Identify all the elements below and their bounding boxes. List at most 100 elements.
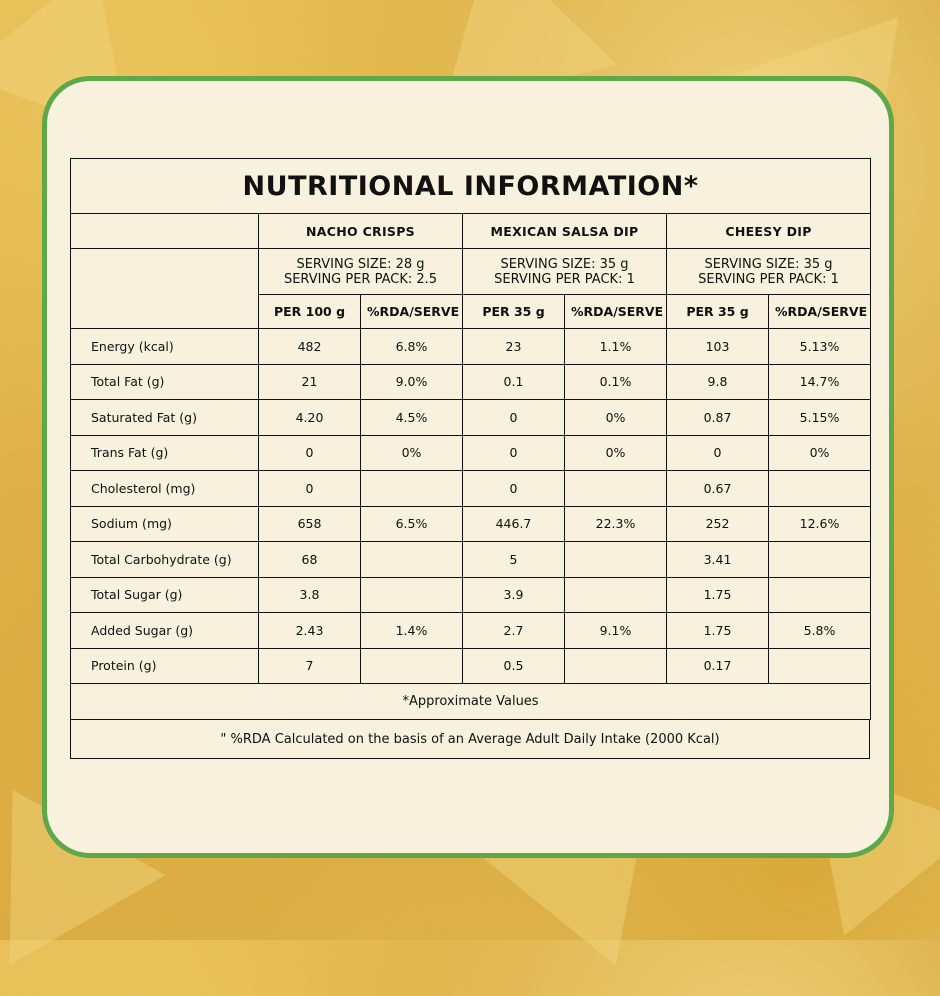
serving-info-salsa: SERVING SIZE: 35 g SERVING PER PACK: 1 xyxy=(462,248,667,295)
amount-cell: 658 xyxy=(258,505,361,542)
nutrient-name: Total Sugar (g) xyxy=(70,576,259,613)
amount-cell: 482 xyxy=(258,328,361,365)
amount-cell: 446.7 xyxy=(462,505,565,542)
serving-per-pack: SERVING PER PACK: 1 xyxy=(698,271,839,287)
col-header: %RDA/SERVE xyxy=(767,294,872,329)
rda-cell xyxy=(360,647,463,684)
rda-cell xyxy=(564,541,667,578)
table-row: Saturated Fat (g) 4.20 4.5% 0 0% 0.87 5.15% xyxy=(70,399,872,436)
amount-cell: 0 xyxy=(258,470,361,507)
rda-cell: 0.1% xyxy=(564,363,667,400)
rda-cell xyxy=(767,470,872,507)
amount-cell: 1.75 xyxy=(666,612,769,649)
rda-cell: 22.3% xyxy=(564,505,667,542)
table-row: Added Sugar (g) 2.43 1.4% 2.7 9.1% 1.75 5.8% xyxy=(70,612,872,649)
rda-cell: 5.8% xyxy=(767,612,872,649)
nutrient-name: Total Carbohydrate (g) xyxy=(70,541,259,578)
rda-cell xyxy=(360,576,463,613)
empty-cell xyxy=(70,248,259,329)
table-row: Total Carbohydrate (g) 68 5 3.41 xyxy=(70,541,872,578)
rda-cell: 9.1% xyxy=(564,612,667,649)
amount-cell: 4.20 xyxy=(258,399,361,436)
serving-per-pack: SERVING PER PACK: 2.5 xyxy=(283,271,438,287)
amount-cell: 0.87 xyxy=(666,399,769,436)
amount-cell: 0 xyxy=(258,434,361,471)
serving-per-pack: SERVING PER PACK: 1 xyxy=(494,271,635,287)
amount-cell: 7 xyxy=(258,647,361,684)
amount-cell: 0 xyxy=(462,399,565,436)
serving-row: SERVING SIZE: 28 g SERVING PER PACK: 2.5… xyxy=(70,248,872,329)
amount-cell: 0 xyxy=(462,470,565,507)
table-row: Total Sugar (g) 3.8 3.9 1.75 xyxy=(70,576,872,613)
amount-cell: 0 xyxy=(666,434,769,471)
rda-cell xyxy=(360,541,463,578)
rda-cell: 5.15% xyxy=(767,399,872,436)
col-header: PER 35 g xyxy=(666,294,769,329)
note-rda-row: " %RDA Calculated on the basis of an Ave… xyxy=(70,719,870,759)
note-approx-row: *Approximate Values xyxy=(69,683,872,720)
amount-cell: 0.1 xyxy=(462,363,565,400)
nutrient-name: Cholesterol (mg) xyxy=(70,470,259,507)
amount-cell: 3.8 xyxy=(258,576,361,613)
amount-cell: 3.9 xyxy=(462,576,565,613)
amount-cell: 2.7 xyxy=(462,612,565,649)
product-name-cheesy: CHEESY DIP xyxy=(665,213,872,249)
table-row: Cholesterol (mg) 0 0 0.67 xyxy=(70,470,872,507)
note-approx: *Approximate Values xyxy=(69,683,872,720)
table-title: NUTRITIONAL INFORMATION* xyxy=(69,158,872,214)
product-name-nacho: NACHO CRISPS xyxy=(258,213,463,249)
rda-cell: 6.5% xyxy=(360,505,463,542)
amount-cell: 3.41 xyxy=(666,541,769,578)
amount-cell: 0.67 xyxy=(666,470,769,507)
rda-cell xyxy=(767,647,872,684)
serving-size: SERVING SIZE: 28 g xyxy=(296,256,425,272)
col-header: %RDA/SERVE xyxy=(564,294,667,329)
product-name-salsa: MEXICAN SALSA DIP xyxy=(462,213,667,249)
rda-cell: 0% xyxy=(767,434,872,471)
nutrient-name: Saturated Fat (g) xyxy=(70,399,259,436)
amount-cell: 1.75 xyxy=(666,576,769,613)
footnote-table: " %RDA Calculated on the basis of an Ave… xyxy=(70,719,870,759)
serving-size: SERVING SIZE: 35 g xyxy=(500,256,629,272)
empty-cell xyxy=(70,213,259,249)
amount-cell: 5 xyxy=(462,541,565,578)
nutrient-name: Trans Fat (g) xyxy=(70,434,259,471)
amount-cell: 252 xyxy=(666,505,769,542)
product-header-row: NACHO CRISPS MEXICAN SALSA DIP CHEESY DI… xyxy=(70,213,872,249)
nutrient-name: Sodium (mg) xyxy=(70,505,259,542)
nutrient-name: Protein (g) xyxy=(70,647,259,684)
col-header: PER 35 g xyxy=(462,294,565,329)
col-header: %RDA/SERVE xyxy=(360,294,463,329)
rda-cell: 0% xyxy=(360,434,463,471)
rda-cell xyxy=(360,470,463,507)
table-row: Total Fat (g) 21 9.0% 0.1 0.1% 9.8 14.7% xyxy=(70,363,872,400)
serving-info-cheesy: SERVING SIZE: 35 g SERVING PER PACK: 1 xyxy=(665,248,872,295)
amount-cell: 0.5 xyxy=(462,647,565,684)
rda-cell: 9.0% xyxy=(360,363,463,400)
rda-cell xyxy=(564,647,667,684)
nutrition-table: NUTRITIONAL INFORMATION* NACHO CRISPS ME… xyxy=(69,158,872,720)
rda-cell xyxy=(767,576,872,613)
amount-cell: 9.8 xyxy=(666,363,769,400)
rda-cell: 14.7% xyxy=(767,363,872,400)
nutrient-name: Energy (kcal) xyxy=(70,328,259,365)
rda-cell xyxy=(564,470,667,507)
serving-info-nacho: SERVING SIZE: 28 g SERVING PER PACK: 2.5 xyxy=(258,248,463,295)
table-row: Protein (g) 7 0.5 0.17 xyxy=(70,647,872,684)
nutrition-table-wrapper: NUTRITIONAL INFORMATION* NACHO CRISPS ME… xyxy=(69,158,872,759)
rda-cell: 12.6% xyxy=(767,505,872,542)
nutrient-rows: Energy (kcal) 482 6.8% 23 1.1% 103 5.13% Total … xyxy=(70,328,872,684)
rda-cell: 5.13% xyxy=(767,328,872,365)
note-rda: " %RDA Calculated on the basis of an Ave… xyxy=(70,719,870,759)
amount-cell: 103 xyxy=(666,328,769,365)
table-row: Trans Fat (g) 0 0% 0 0% 0 0% xyxy=(70,434,872,471)
amount-cell: 68 xyxy=(258,541,361,578)
rda-cell: 4.5% xyxy=(360,399,463,436)
rda-cell xyxy=(564,576,667,613)
amount-cell: 23 xyxy=(462,328,565,365)
nutrient-name: Added Sugar (g) xyxy=(70,612,259,649)
table-row: Energy (kcal) 482 6.8% 23 1.1% 103 5.13% xyxy=(70,328,872,365)
serving-size: SERVING SIZE: 35 g xyxy=(704,256,833,272)
nutrient-name: Total Fat (g) xyxy=(70,363,259,400)
rda-cell xyxy=(767,541,872,578)
